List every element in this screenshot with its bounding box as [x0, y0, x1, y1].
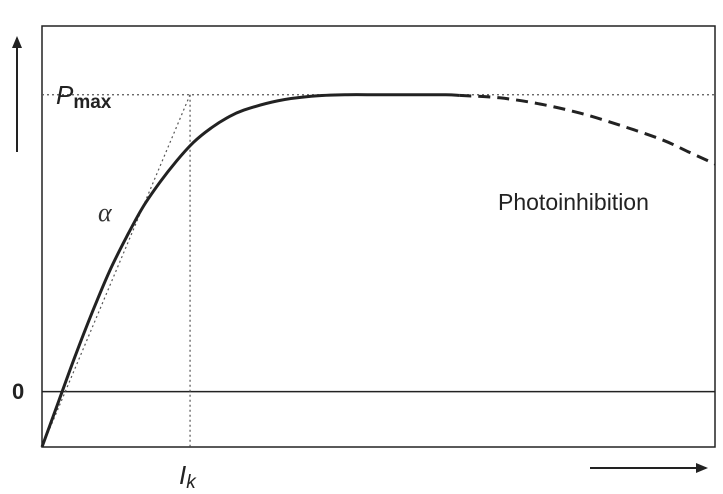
ik-label: Ik	[179, 460, 197, 493]
pi-curve-solid	[40, 93, 460, 448]
alpha-label: α	[98, 198, 113, 227]
ik-subscript: k	[186, 472, 197, 493]
pmax-subscript: max	[73, 92, 111, 113]
zero-label: 0	[12, 379, 24, 404]
pmax-label: Pmax	[56, 80, 112, 113]
plot-frame	[41, 25, 716, 448]
alpha-slope-line	[41, 94, 191, 448]
photoinhibition-label: Photoinhibition	[498, 189, 649, 215]
photoinhibition-curve-dashed	[459, 93, 716, 166]
